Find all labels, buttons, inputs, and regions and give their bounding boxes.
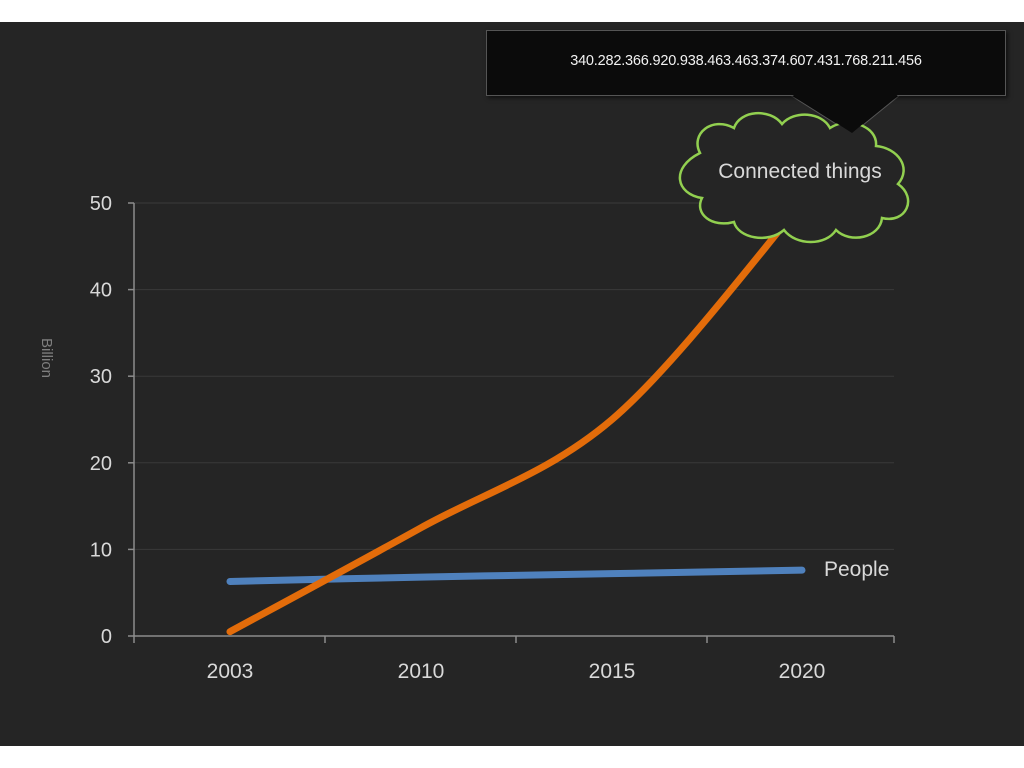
- series-label-connected-things: Connected things: [718, 160, 881, 183]
- y-tick-label: 30: [90, 366, 112, 388]
- x-tick-labels: 2003 2010 2015 2020: [133, 636, 895, 683]
- annotation-callout-box: 340.282.366.920.938.463.463.374.607.431.…: [486, 30, 1006, 96]
- x-tick-label: 2003: [207, 660, 254, 683]
- x-tick-label: 2015: [589, 660, 636, 683]
- y-tick-label: 0: [101, 626, 112, 648]
- cloud-shape: [678, 111, 910, 244]
- series-line-connected-things: [226, 199, 806, 636]
- axes: [133, 203, 894, 637]
- y-axis-label: Billion: [38, 338, 55, 378]
- series-lines: [226, 199, 806, 636]
- annotation-callout-text: 340.282.366.920.938.463.463.374.607.431.…: [570, 53, 922, 69]
- series-label-people: People: [824, 558, 889, 581]
- x-tick-label: 2020: [779, 660, 826, 683]
- series-line-people: [226, 566, 806, 585]
- y-tick-labels: 0 10 20 30 40 50: [90, 193, 112, 648]
- y-tick-label: 20: [90, 453, 112, 475]
- connected-things-cloud: Connected things: [678, 111, 910, 244]
- y-tick-label: 10: [90, 539, 112, 561]
- slide-background: 0 10 20 30 40 50 2003 2010 2015 2020 Billion Con…: [0, 22, 1024, 746]
- line-chart: 0 10 20 30 40 50 2003 2010 2015 2020 Billion Con…: [38, 94, 910, 683]
- y-tick-label: 50: [90, 193, 112, 215]
- x-tick-label: 2010: [398, 660, 445, 683]
- y-tick-label: 40: [90, 280, 112, 302]
